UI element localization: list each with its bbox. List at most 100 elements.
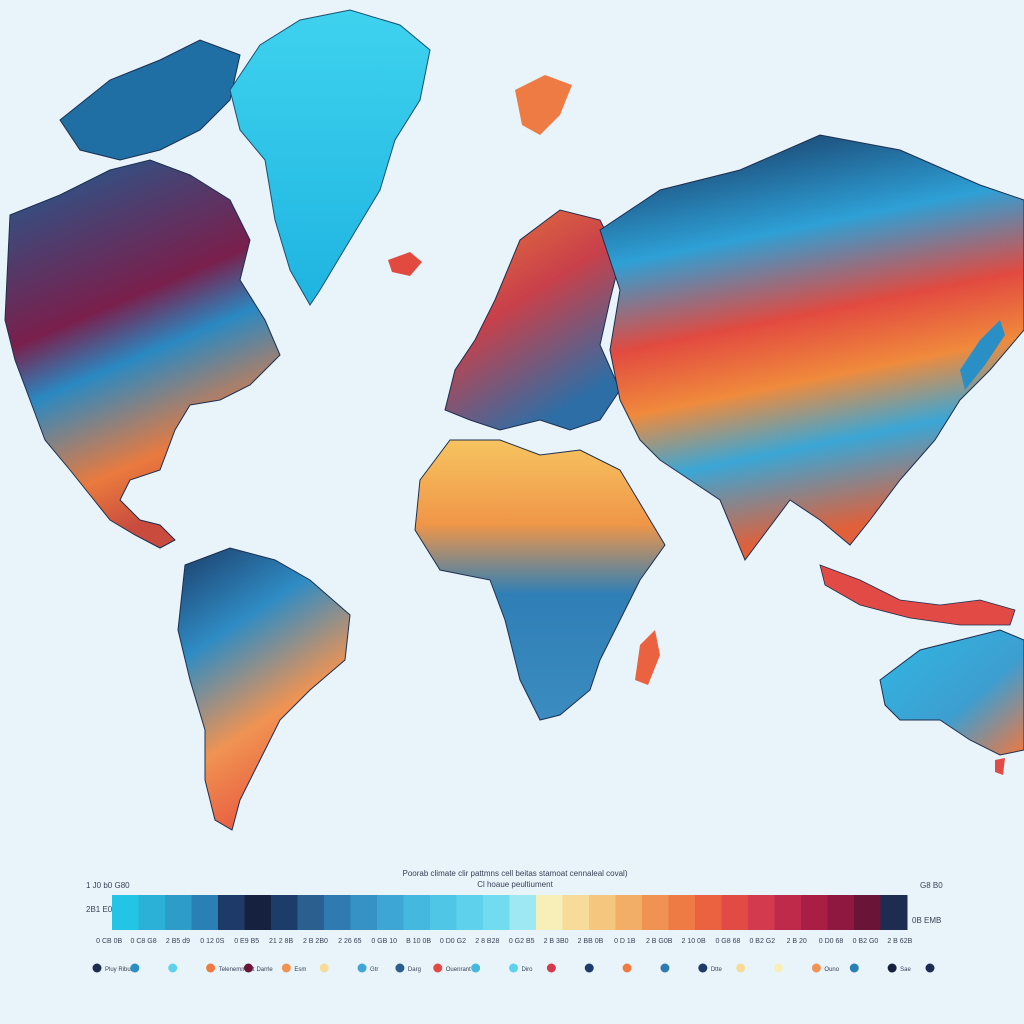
legend-color-cell bbox=[536, 895, 563, 930]
legend-color-cell bbox=[138, 895, 166, 930]
legend-color-cell bbox=[615, 895, 643, 930]
legend-color-cell bbox=[403, 895, 431, 930]
legend-tick-label: 2 B 62B bbox=[887, 938, 912, 945]
legend-tick-label: 2 B 20 bbox=[787, 938, 807, 945]
japan bbox=[960, 320, 1005, 390]
legend-swatch-label: Darrle bbox=[256, 967, 273, 973]
legend-tick-label: 0 12 0S bbox=[200, 938, 224, 945]
legend-tick-label: 0 D 1B bbox=[614, 938, 636, 945]
legend-tick-label: 0 G8 68 bbox=[715, 938, 740, 945]
legend-color-cell bbox=[774, 895, 802, 930]
europe bbox=[444, 209, 621, 431]
legend-color-cell bbox=[695, 895, 722, 930]
southeast-asia-islands bbox=[819, 564, 1016, 626]
australia bbox=[879, 629, 1024, 756]
legend-swatch bbox=[471, 963, 481, 973]
legend-tick-label: 0 E9 B5 bbox=[234, 938, 259, 945]
north-america bbox=[4, 159, 281, 549]
legend-color-cell bbox=[721, 895, 749, 930]
legend-left-top-label: 1 J0 b0 G80 bbox=[86, 881, 130, 890]
legend-tick-label: 0 D0 68 bbox=[819, 938, 844, 945]
legend-swatch bbox=[92, 963, 102, 973]
legend-tick-label: 2 B 3B0 bbox=[544, 938, 569, 945]
arctic-islands bbox=[59, 39, 241, 161]
legend-tick-label: 0 B2 G2 bbox=[749, 938, 775, 945]
legend-color-cell bbox=[430, 895, 457, 930]
world-map bbox=[4, 9, 1024, 831]
legend-color-cell bbox=[324, 895, 351, 930]
legend-swatch bbox=[357, 963, 367, 973]
legend-swatch bbox=[925, 963, 935, 973]
legend-color-cell bbox=[880, 895, 908, 930]
legend-color-cell bbox=[801, 895, 828, 930]
legend-swatch bbox=[736, 963, 746, 973]
legend-tick-label: 2 B 2B0 bbox=[303, 938, 328, 945]
legend-subtitle: Cl hoaue peultiument bbox=[477, 880, 553, 889]
legend-tick-label: 0 G2 B5 bbox=[509, 938, 535, 945]
legend-color-cell bbox=[509, 895, 537, 930]
greenland bbox=[229, 9, 431, 306]
legend-color-cell bbox=[483, 895, 510, 930]
legend-color-cell bbox=[589, 895, 616, 930]
legend-tick-label: 2 BB 0B bbox=[578, 938, 604, 945]
svalbard bbox=[515, 75, 572, 135]
legend-swatch-label: Dtte bbox=[711, 967, 723, 973]
legend-color-cell bbox=[244, 895, 272, 930]
legend-swatch-label: Ouno bbox=[824, 967, 839, 973]
legend-swatch-label: Sae bbox=[900, 967, 911, 973]
legend-swatch bbox=[660, 963, 670, 973]
legend-tick-label: 0 CB 0B bbox=[96, 938, 122, 945]
legend-swatch bbox=[698, 963, 708, 973]
legend-right-mid-label: 0B EMB bbox=[912, 916, 942, 925]
legend-swatch bbox=[243, 963, 253, 973]
legend-swatch bbox=[887, 963, 897, 973]
south-america bbox=[177, 547, 351, 831]
legend-tick-label: B 10 0B bbox=[406, 938, 431, 945]
legend-left-mid-label: 2B1 E0 bbox=[86, 905, 113, 914]
legend-color-cell bbox=[191, 895, 219, 930]
legend-swatch-label: Esm bbox=[294, 967, 306, 973]
legend-swatch bbox=[774, 963, 784, 973]
legend-tick-label: 0 D0 G2 bbox=[440, 938, 466, 945]
legend-color-cell bbox=[562, 895, 590, 930]
legend-swatch bbox=[811, 963, 821, 973]
legend-swatch bbox=[168, 963, 178, 973]
legend-swatch bbox=[130, 963, 140, 973]
legend-tick-label: 0 C8 G8 bbox=[131, 938, 157, 945]
legend-color-cell bbox=[668, 895, 696, 930]
legend-color-cell bbox=[642, 895, 669, 930]
legend-swatch-label: Darg bbox=[408, 967, 421, 973]
legend-tick-label: 2 26 65 bbox=[338, 938, 361, 945]
legend-tick-label: 2 B G0B bbox=[646, 938, 673, 945]
tasmania bbox=[995, 758, 1005, 775]
legend-swatch bbox=[395, 963, 405, 973]
legend-color-cell bbox=[297, 895, 325, 930]
legend-color-cell bbox=[456, 895, 484, 930]
legend-swatch bbox=[622, 963, 632, 973]
legend-color-cell bbox=[748, 895, 775, 930]
africa bbox=[414, 439, 666, 721]
legend-tick-label: 2 B5 d9 bbox=[166, 938, 190, 945]
legend-tick-label: 21 2 8B bbox=[269, 938, 293, 945]
iceland bbox=[388, 252, 422, 276]
legend-tick-label: 0 B2 G0 bbox=[853, 938, 879, 945]
legend-swatch bbox=[281, 963, 291, 973]
legend-tick-label: 2 10 0B bbox=[681, 938, 705, 945]
legend-tick-label: 2 8 B28 bbox=[475, 938, 499, 945]
legend-swatch bbox=[319, 963, 329, 973]
legend-swatch-label: Ouenrant bbox=[446, 967, 471, 973]
legend-swatch-label: Telenemment bbox=[219, 967, 255, 973]
legend-title: Poorab climate clir pattmns cell beitas … bbox=[402, 869, 628, 878]
legend-color-cell bbox=[271, 895, 298, 930]
legend-color-cell bbox=[827, 895, 855, 930]
legend-swatch bbox=[206, 963, 216, 973]
legend-color-cell bbox=[112, 895, 139, 930]
legend-color-cell bbox=[165, 895, 192, 930]
legend-swatch-label: Gtr bbox=[370, 967, 378, 973]
legend-swatch-label: Pluy Ribuis bbox=[105, 967, 135, 973]
legend-tick-label: 0 GB 10 bbox=[371, 938, 397, 945]
legend-swatch-label: Diro bbox=[522, 967, 534, 973]
madagascar bbox=[635, 630, 660, 685]
